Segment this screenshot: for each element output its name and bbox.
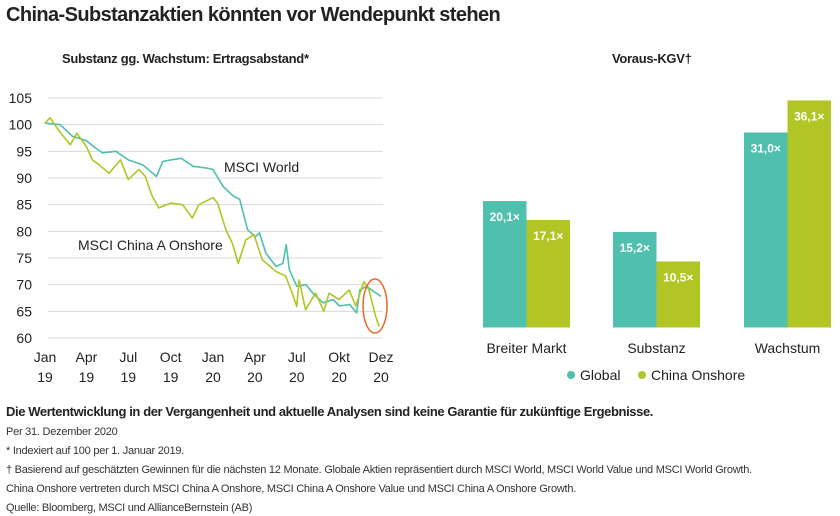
x-tick-label-month: Jul: [288, 349, 306, 365]
x-tick-label-year: 20: [205, 369, 221, 385]
bar-value-label: 17,1×: [533, 229, 563, 243]
highlight-ellipse: [362, 278, 388, 334]
legend-global-label: Global: [580, 367, 620, 383]
y-tick-label: 100: [9, 117, 33, 133]
category-label: Wachstum: [755, 340, 821, 356]
page-title: China-Substanzaktien könnten vor Wendepu…: [6, 4, 501, 26]
bar-value-label: 10,5×: [663, 270, 693, 284]
note-date: Per 31. Dezember 2020: [6, 426, 118, 438]
note-china: China Onshore vertreten durch MSCI China…: [6, 483, 577, 495]
x-tick-label-month: Dez: [369, 349, 394, 365]
y-tick-label: 65: [16, 303, 32, 319]
bar-value-label: 15,2×: [620, 241, 650, 255]
line-series-china-a-onshore: [44, 116, 380, 327]
series-label-msci-world: MSCI World: [224, 159, 299, 175]
bar-china-onshore: [787, 100, 831, 328]
disclaimer: Die Wertentwicklung in der Vergangenheit…: [6, 404, 654, 419]
bar-chart-title: Voraus-KGV†: [612, 51, 692, 66]
note-source: Quelle: Bloomberg, MSCI und AllianceBern…: [6, 502, 253, 514]
x-tick-label-year: 19: [37, 369, 53, 385]
bar-china-onshore: [656, 261, 700, 328]
legend-china-onshore-label: China Onshore: [651, 367, 745, 383]
x-tick-label-year: 19: [121, 369, 137, 385]
x-tick-label-year: 20: [331, 369, 347, 385]
y-tick-label: 70: [16, 277, 32, 293]
y-tick-label: 75: [16, 250, 32, 266]
x-tick-label-month: Apr: [244, 349, 266, 365]
note-basis: † Basierend auf geschätzten Gewinnen für…: [6, 464, 752, 476]
x-tick-label-month: Jul: [119, 349, 137, 365]
x-tick-label-year: 20: [247, 369, 263, 385]
bar-china-onshore: [526, 219, 570, 328]
category-label: Substanz: [627, 340, 685, 356]
y-tick-label: 105: [9, 90, 33, 106]
x-tick-label-year: 19: [79, 369, 95, 385]
category-label: Breiter Markt: [486, 340, 566, 356]
series-label-china-a-onshore: MSCI China A Onshore: [78, 237, 223, 253]
y-tick-label: 90: [16, 170, 32, 186]
bar-global: [483, 201, 527, 328]
bar-value-label: 20,1×: [490, 210, 520, 224]
x-tick-label-month: Jan: [202, 349, 225, 365]
y-tick-label: 95: [16, 143, 32, 159]
x-tick-label-year: 20: [373, 369, 389, 385]
bar-global: [744, 132, 788, 328]
bar-global: [613, 231, 657, 328]
y-tick-label: 80: [16, 223, 32, 239]
x-tick-label-month: Okt: [328, 349, 350, 365]
y-tick-label: 60: [16, 330, 32, 346]
x-tick-label-month: Apr: [76, 349, 98, 365]
charts-canvas: 1051009590858075706560Jan19Apr19Jul19Oct…: [9, 90, 831, 385]
x-tick-label-month: Oct: [160, 349, 182, 365]
legend-china-onshore-dot: [638, 371, 646, 379]
bar-value-label: 36,1×: [794, 109, 824, 123]
x-tick-label-year: 19: [163, 369, 179, 385]
line-series-msci-world: [44, 122, 382, 314]
line-chart-title: Substanz gg. Wachstum: Ertragsabstand*: [62, 51, 309, 66]
x-tick-label-month: Jan: [34, 349, 57, 365]
y-tick-label: 85: [16, 197, 32, 213]
legend-global-dot: [567, 371, 575, 379]
note-indexed: * Indexiert auf 100 per 1. Januar 2019.: [6, 445, 184, 457]
x-tick-label-year: 20: [289, 369, 305, 385]
bar-value-label: 31,0×: [751, 142, 781, 156]
